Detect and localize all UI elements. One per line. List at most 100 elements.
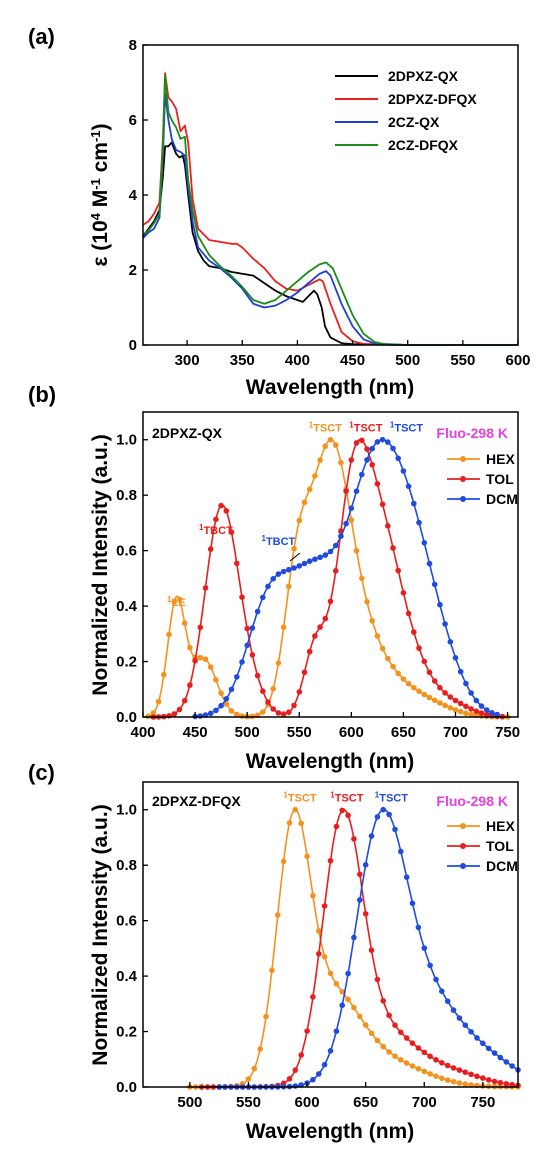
data-point-dcm: [462, 1022, 469, 1028]
data-point-dcm: [218, 702, 224, 709]
data-point-tol: [207, 546, 214, 552]
data-point-hex: [452, 707, 459, 713]
data-point-tol: [359, 437, 365, 444]
data-point-hex: [369, 617, 376, 624]
x-tick-label: 700: [443, 724, 468, 741]
data-point-dcm: [244, 642, 250, 649]
data-point-dcm: [310, 1076, 316, 1083]
y-tick-label: 0.0: [116, 709, 137, 726]
legend-label: 2CZ-QX: [388, 114, 440, 130]
y-axis-title-c: Normalized Intensity (a.u.): [89, 804, 112, 1065]
data-point-hex: [362, 1022, 369, 1028]
data-point-hex: [202, 656, 209, 662]
legend-label: HEX: [486, 451, 515, 467]
x-tick-label: 650: [353, 1094, 378, 1111]
data-point-dcm: [494, 711, 501, 718]
data-point-hex: [245, 1076, 252, 1082]
data-point-hex: [306, 486, 313, 493]
x-tick-label: 650: [391, 724, 416, 741]
data-point-tol: [176, 706, 183, 713]
data-point-hex: [339, 989, 346, 995]
series-line-hex: [147, 438, 508, 718]
data-point-tol: [333, 823, 340, 830]
data-point-hex: [263, 1013, 269, 1020]
x-tick-label: 500: [395, 352, 420, 369]
data-point-hex: [327, 970, 334, 977]
data-point-tol: [392, 1022, 398, 1028]
data-point-hex: [364, 598, 370, 605]
data-point-dcm: [316, 1071, 322, 1077]
data-point-dcm: [296, 563, 303, 569]
plot-frame-a: [142, 44, 519, 346]
series-line-2cz-qx: [142, 92, 518, 346]
data-point-dcm: [338, 533, 344, 539]
data-point-dcm: [427, 962, 433, 969]
data-point-dcm: [474, 1035, 480, 1041]
data-point-hex: [338, 459, 344, 466]
data-point-hex: [421, 691, 428, 698]
data-point-tol: [260, 688, 266, 694]
data-point-tol: [421, 1049, 428, 1056]
y-tick-label: 0.4: [116, 598, 138, 615]
legend-marker: [460, 863, 466, 869]
series-line-2dpxz-qx: [142, 141, 518, 346]
data-point-hex: [332, 442, 339, 448]
data-point-dcm: [400, 468, 407, 474]
data-point-tol: [223, 508, 230, 514]
data-point-dcm: [359, 471, 365, 478]
x-tick-label: 600: [505, 352, 530, 369]
data-point-dcm: [332, 542, 339, 549]
data-point-hex: [322, 443, 329, 450]
state-annotation: 1TBCT: [199, 523, 233, 537]
data-point-dcm: [447, 639, 454, 645]
data-point-tol: [343, 488, 349, 495]
data-point-tol: [447, 694, 454, 700]
data-point-dcm: [362, 862, 369, 868]
data-point-tol: [327, 857, 334, 864]
data-point-tol: [390, 545, 396, 551]
y-tick-label: 2: [129, 262, 137, 279]
data-point-tol: [270, 706, 277, 712]
data-point-dcm: [411, 500, 417, 507]
data-point-tol: [286, 1076, 293, 1082]
data-point-hex: [380, 1043, 387, 1050]
data-point-tol: [463, 703, 469, 710]
data-point-hex: [357, 1013, 363, 1020]
state-annotation: 1TBCT: [262, 534, 296, 548]
data-point-hex: [187, 644, 193, 651]
panel-a-absorption-chart: (a) 300 350 400 450 500 550 600 0 2 4 6 8 Wavelengt…: [28, 24, 531, 399]
data-point-hex: [298, 820, 305, 827]
data-point-dcm: [228, 686, 235, 693]
data-point-dcm: [260, 594, 266, 601]
data-point-tol: [480, 1075, 486, 1081]
data-point-dcm: [405, 483, 412, 490]
data-point-tol: [374, 976, 381, 983]
y-tick-label: 0.8: [116, 487, 137, 504]
data-point-hex: [431, 697, 438, 704]
data-point-dcm: [348, 505, 355, 512]
data-point-dcm: [468, 690, 474, 696]
plot-frame-b: [142, 411, 519, 718]
data-point-hex: [310, 892, 316, 899]
data-point-hex: [161, 671, 167, 678]
data-point-tol: [411, 629, 417, 635]
data-point-hex: [450, 1078, 457, 1085]
data-point-dcm: [386, 811, 392, 818]
data-point-dcm: [509, 1063, 515, 1069]
data-point-dcm: [497, 1054, 504, 1061]
data-point-hex: [280, 624, 287, 630]
data-point-dcm: [312, 556, 318, 562]
tbct-arrow: [289, 552, 301, 562]
data-point-tol: [442, 690, 448, 696]
data-point-tol: [312, 633, 318, 639]
data-point-dcm: [239, 659, 245, 665]
legend-label: 2CZ-DFQX: [388, 137, 459, 153]
data-point-dcm: [403, 874, 410, 880]
x-tick-label: 500: [177, 1094, 202, 1111]
data-point-tol: [386, 1012, 392, 1019]
series-line-tol: [153, 438, 503, 718]
data-point-tol: [421, 658, 428, 665]
state-annotation: 1TSCT: [309, 420, 342, 434]
data-point-tol: [322, 615, 329, 622]
legend-label: HEX: [486, 818, 515, 834]
